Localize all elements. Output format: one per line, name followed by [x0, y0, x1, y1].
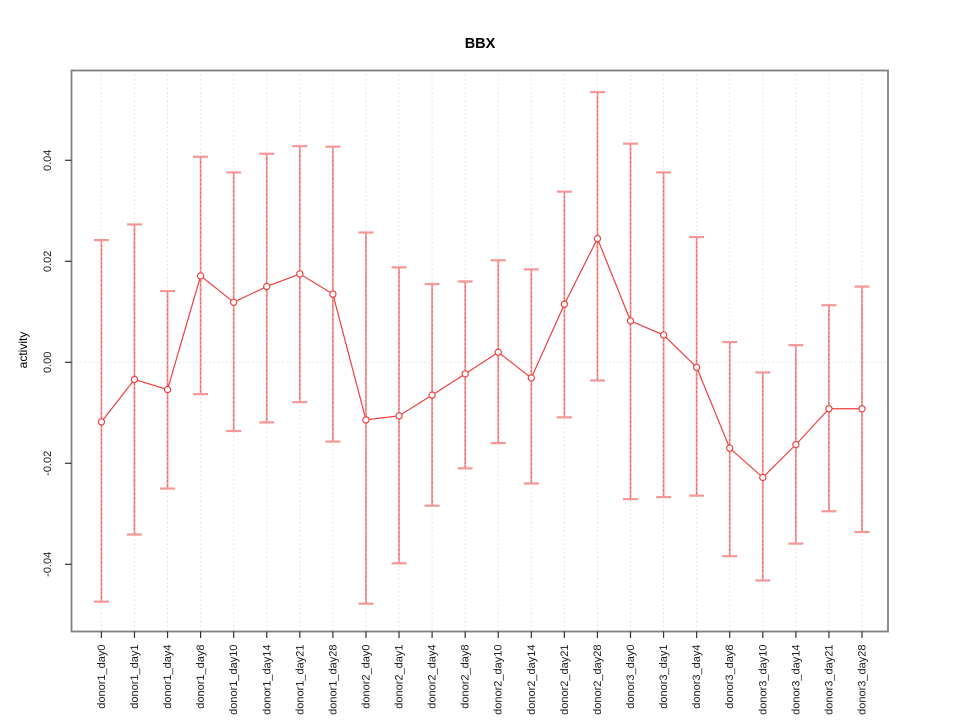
- x-tick-label: donor1_day28: [327, 645, 339, 715]
- data-point: [97, 418, 106, 426]
- data-point: [792, 440, 800, 449]
- x-tick-label: donor1_day4: [162, 645, 174, 709]
- data-point: [858, 405, 866, 413]
- x-tick-label: donor1_day1: [129, 645, 141, 709]
- data-point: [560, 300, 569, 308]
- data-point: [362, 416, 370, 424]
- data-point: [130, 375, 139, 384]
- gridlines: [71, 70, 888, 632]
- data-point: [759, 473, 767, 482]
- x-tick-label: donor1_day10: [228, 645, 240, 715]
- x-tick-label: donor2_day14: [526, 645, 538, 715]
- x-tick-label: donor3_day14: [790, 645, 802, 715]
- data-point: [229, 298, 238, 306]
- plot-border: [70, 69, 889, 633]
- x-tick-label: donor3_day21: [823, 645, 835, 715]
- data-point: [196, 272, 205, 280]
- chart-title: BBX: [465, 36, 496, 52]
- data-point: [692, 363, 701, 372]
- error-bars: [93, 91, 870, 605]
- x-tick-label: donor1_day8: [195, 645, 207, 709]
- y-tick-label: -0.04: [42, 552, 54, 577]
- x-tick-label: donor2_day4: [427, 645, 439, 709]
- data-point: [494, 348, 502, 356]
- series-polyline: [100, 237, 863, 479]
- x-tick-label: donor2_day8: [460, 645, 472, 709]
- x-tick-label: donor2_day28: [592, 645, 604, 715]
- x-tick-label: donor1_day21: [294, 645, 306, 715]
- x-tick-label: donor1_day14: [261, 645, 273, 715]
- data-point: [163, 385, 172, 394]
- data-point: [296, 270, 304, 278]
- data-point: [263, 282, 271, 291]
- plot-frame: [70, 69, 889, 633]
- x-tick-label: donor3_day1: [658, 645, 670, 709]
- x-tick-label: donor2_day10: [493, 645, 505, 715]
- x-tick-label: donor2_day21: [559, 645, 571, 715]
- x-tick-label: donor3_day8: [724, 645, 736, 709]
- data-point: [626, 317, 635, 325]
- y-tick-label: 0.00: [42, 352, 54, 373]
- data-point: [726, 444, 734, 452]
- data-point: [593, 234, 602, 243]
- data-point: [395, 412, 403, 420]
- x-tick-label: donor3_day4: [691, 645, 703, 709]
- y-axis-label: activity: [16, 332, 30, 369]
- data-points: [97, 234, 866, 482]
- data-point: [659, 331, 668, 339]
- y-axis: 0.04 0.02 0.00 -0.02 -0.04: [42, 150, 72, 577]
- x-tick-label: donor1_day0: [96, 645, 108, 709]
- y-tick-label: 0.02: [42, 251, 54, 272]
- x-axis: donor1_day0 donor1_day1 donor1_day4 donor1_…: [96, 631, 869, 715]
- x-tick-label: donor3_day28: [857, 645, 869, 715]
- series-line: [100, 237, 863, 479]
- y-tick-label: 0.04: [42, 150, 54, 171]
- x-tick-label: donor2_day0: [360, 645, 372, 709]
- y-tick-label: -0.02: [42, 451, 54, 476]
- x-tick-label: donor2_day1: [394, 645, 406, 709]
- data-point: [825, 405, 833, 413]
- data-point: [527, 374, 536, 382]
- x-tick-label: donor3_day10: [757, 645, 769, 715]
- data-point: [461, 370, 469, 378]
- data-point: [428, 391, 436, 399]
- x-tick-label: donor3_day0: [625, 645, 637, 709]
- data-point: [329, 290, 337, 298]
